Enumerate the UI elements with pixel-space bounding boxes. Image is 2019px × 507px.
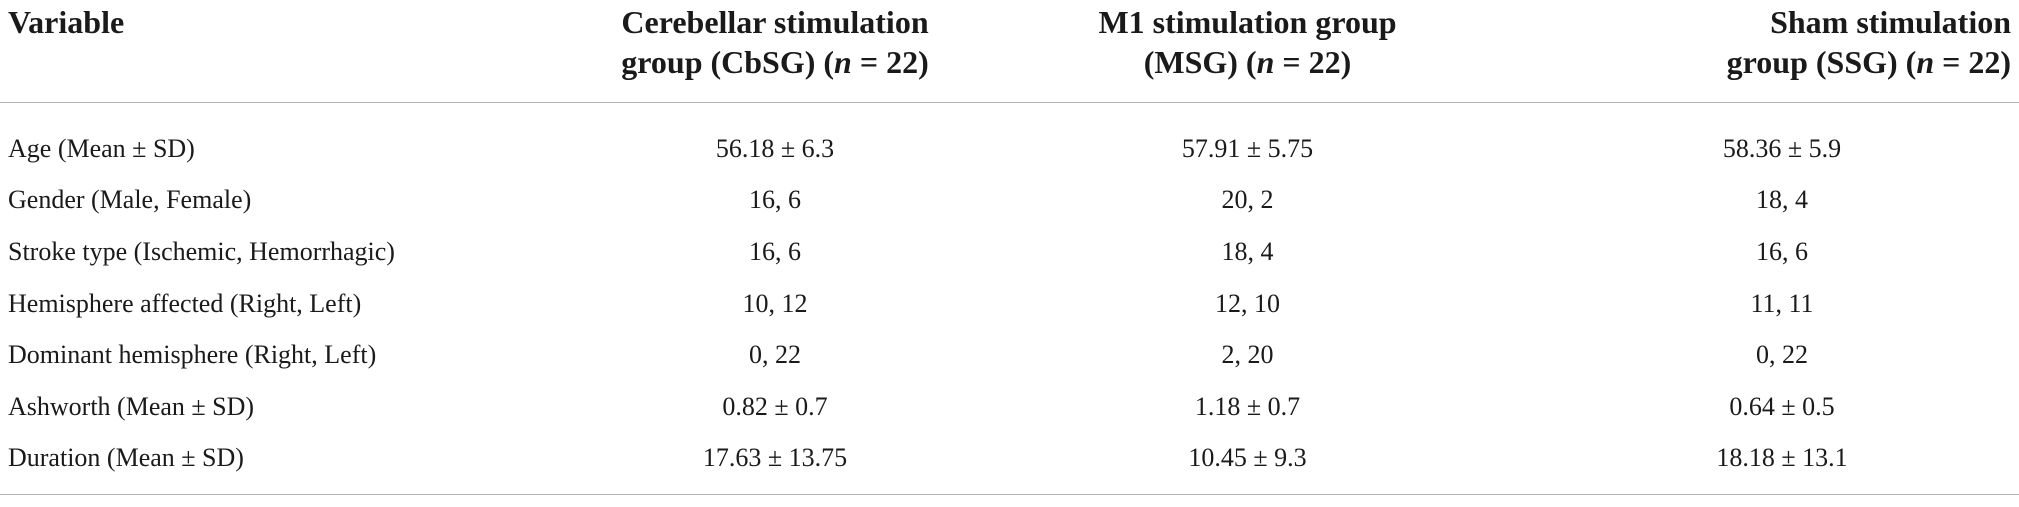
header-cbsg-line2-post: = 22) <box>851 44 929 80</box>
header-msg-line2-post: = 22) <box>1274 44 1352 80</box>
table-row: Stroke type (Ischemic, Hemorrhagic) 16, … <box>0 226 2019 278</box>
row-cbsg-value: 16, 6 <box>749 236 801 266</box>
row-cbsg-value: 0.82 ± 0.7 <box>722 391 828 421</box>
header-msg-line2-pre: (MSG) ( <box>1143 44 1257 80</box>
row-msg-value: 10.45 ± 9.3 <box>990 432 1505 496</box>
row-variable: Stroke type (Ischemic, Hemorrhagic) <box>8 236 395 266</box>
header-row: Variable Cerebellar stimulation group (C… <box>0 0 2019 103</box>
row-ssg-value: 16, 6 <box>1756 236 1808 266</box>
row-variable: Gender (Male, Female) <box>8 185 252 215</box>
header-cbsg-n: n <box>834 44 852 80</box>
header-cbsg-line1: Cerebellar stimulation <box>621 4 929 40</box>
row-msg-value: 20, 2 <box>1221 185 1274 215</box>
row-ssg-value: 0.64 ± 0.5 <box>1729 391 1835 421</box>
header-ssg-line1: Sham stimulation <box>1770 4 2011 40</box>
table-row: Age (Mean ± SD) 56.18 ± 6.3 57.91 ± 5.75… <box>0 103 2019 175</box>
row-msg-value: 57.91 ± 5.75 <box>1181 133 1314 163</box>
row-msg-value: 2, 20 <box>1221 340 1274 370</box>
header-ssg: Sham stimulation group (SSG) (n = 22) <box>1505 0 2019 103</box>
table-header: Variable Cerebellar stimulation group (C… <box>0 0 2019 103</box>
header-msg-line1: M1 stimulation group <box>1098 4 1397 40</box>
header-cbsg-line2: group (CbSG) (n = 22) <box>560 42 990 82</box>
row-cbsg-value: 17.63 ± 13.75 <box>560 432 990 496</box>
header-ssg-line2-pre: group (SSG) ( <box>1726 44 1917 80</box>
table-row: Hemisphere affected (Right, Left) 10, 12… <box>0 278 2019 330</box>
row-variable: Hemisphere affected (Right, Left) <box>8 288 362 318</box>
row-cbsg-value: 0, 22 <box>749 340 801 370</box>
table-row: Dominant hemisphere (Right, Left) 0, 22 … <box>0 329 2019 381</box>
row-variable: Age (Mean ± SD) <box>8 133 195 163</box>
header-variable-label: Variable <box>8 4 125 40</box>
header-ssg-line2-post: = 22) <box>1934 44 2011 80</box>
row-ssg-value: 0, 22 <box>1756 340 1808 370</box>
demographics-table: Variable Cerebellar stimulation group (C… <box>0 0 2019 496</box>
row-ssg-value: 18.18 ± 13.1 <box>1505 432 2019 496</box>
header-ssg-line2: group (SSG) (n = 22) <box>1505 42 2011 82</box>
row-ssg-value: 18, 4 <box>1756 185 1808 215</box>
row-cbsg-value: 10, 12 <box>742 288 808 318</box>
row-variable: Dominant hemisphere (Right, Left) <box>8 340 377 370</box>
header-ssg-n: n <box>1916 44 1935 80</box>
row-variable: Duration (Mean ± SD) <box>0 432 560 496</box>
row-msg-value: 18, 4 <box>1221 236 1274 266</box>
row-ssg-value: 58.36 ± 5.9 <box>1722 133 1842 163</box>
header-msg-n: n <box>1256 44 1275 80</box>
table-row: Ashworth (Mean ± SD) 0.82 ± 0.7 1.18 ± 0… <box>0 381 2019 433</box>
row-msg-value: 12, 10 <box>1215 288 1280 318</box>
header-msg-line2: (MSG) (n = 22) <box>990 42 1505 82</box>
table-body: Age (Mean ± SD) 56.18 ± 6.3 57.91 ± 5.75… <box>0 103 2019 496</box>
header-msg: M1 stimulation group (MSG) (n = 22) <box>990 0 1505 103</box>
header-cbsg-line2-pre: group (CbSG) ( <box>621 44 835 80</box>
header-variable: Variable <box>0 0 560 103</box>
row-variable: Ashworth (Mean ± SD) <box>8 391 255 421</box>
table-row: Duration (Mean ± SD) 17.63 ± 13.75 10.45… <box>0 432 2019 496</box>
header-cbsg: Cerebellar stimulation group (CbSG) (n =… <box>560 0 990 103</box>
row-ssg-value: 11, 11 <box>1750 288 1814 318</box>
table-row: Gender (Male, Female) 16, 6 20, 2 18, 4 <box>0 175 2019 227</box>
row-msg-value: 1.18 ± 0.7 <box>1194 391 1301 421</box>
row-cbsg-value: 56.18 ± 6.3 <box>715 133 835 163</box>
row-cbsg-value: 16, 6 <box>749 185 801 215</box>
